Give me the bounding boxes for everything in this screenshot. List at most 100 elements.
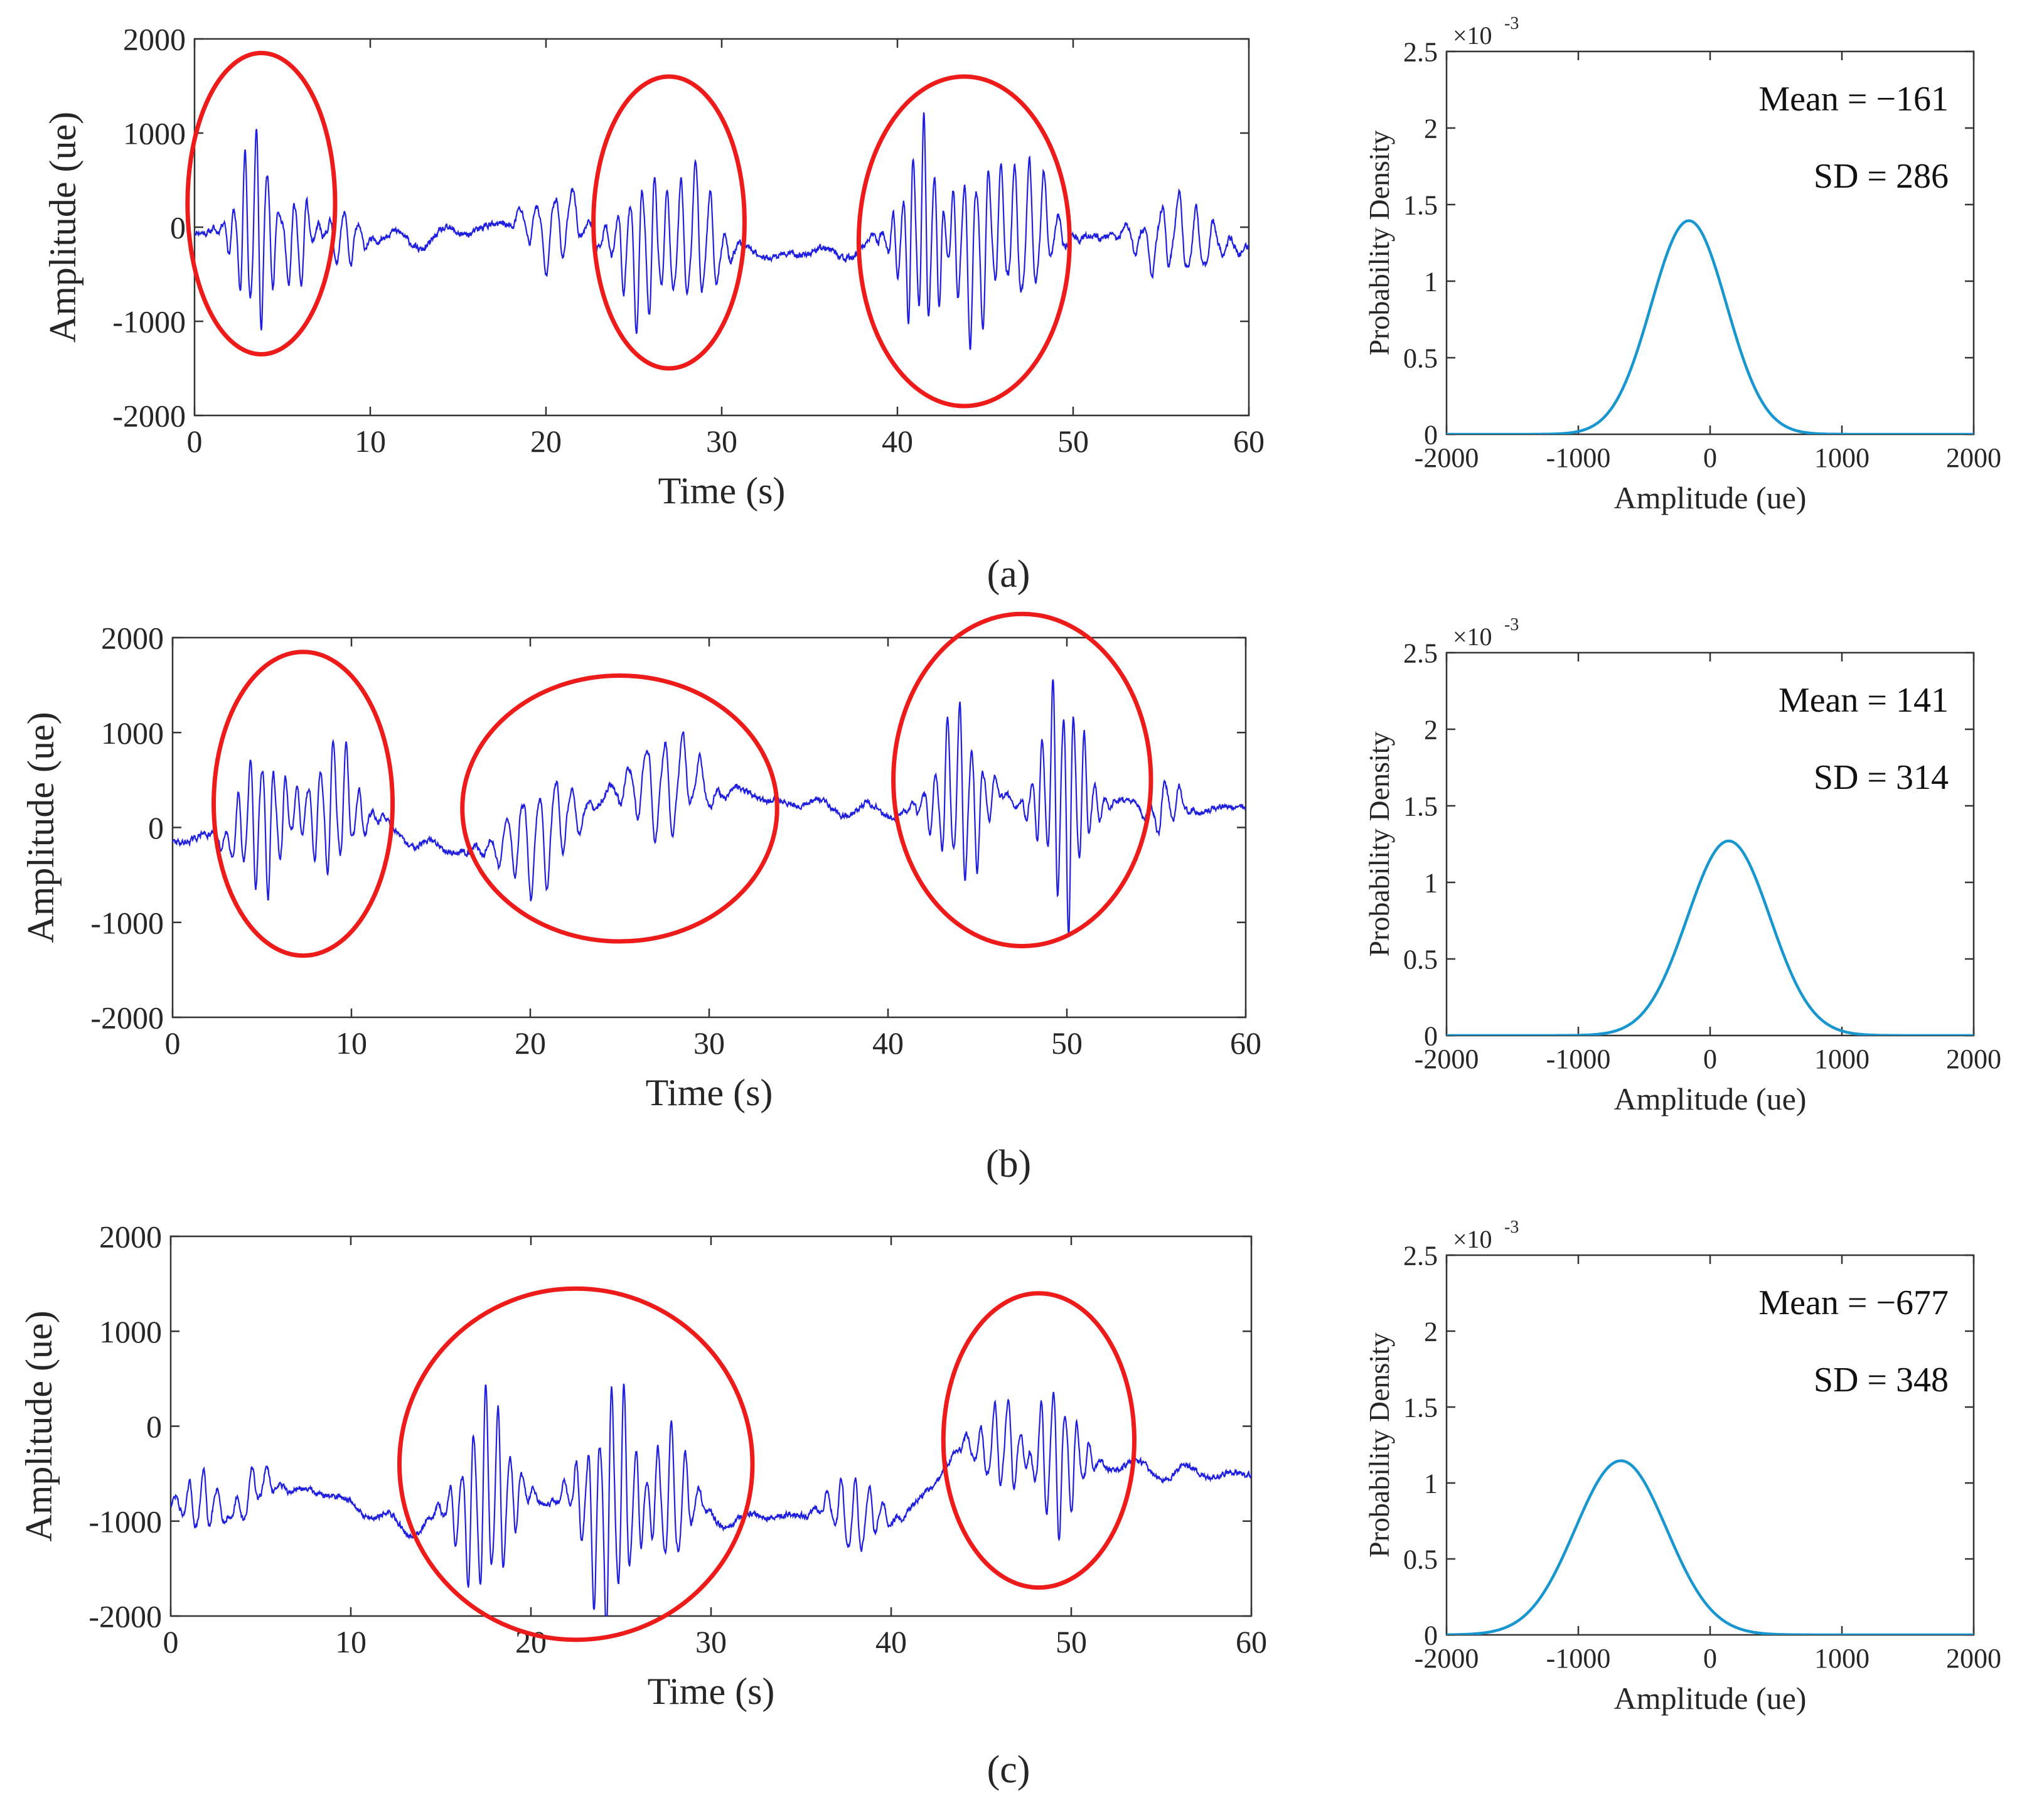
- x-tick-label: 1000: [1814, 442, 1870, 473]
- y-axis-label: Amplitude (ue): [18, 1310, 60, 1541]
- pdf-chart-a: -2000 -1000 0 1000 2000 0 0.5 1 1.5 2 2.5 Amplitude…: [1363, 14, 2001, 515]
- y-tick-label: -2000: [90, 1000, 164, 1036]
- x-axis-label: Amplitude (ue): [1614, 480, 1807, 515]
- x-tick-label: 0: [163, 1624, 179, 1659]
- x-tick-label: 10: [336, 1025, 367, 1061]
- x-tick-label: 0: [1703, 1044, 1717, 1074]
- y-tick-label: 2.5: [1403, 36, 1438, 67]
- y-tick-label: 1.5: [1403, 791, 1438, 822]
- y-tick-label: 0: [146, 1409, 162, 1444]
- y-axis-multiplier: ×10: [1453, 1225, 1492, 1253]
- pdf-curve: [1447, 839, 1974, 1036]
- pdf-curve: [1447, 219, 1974, 434]
- y-axis-label: Probability Density: [1363, 130, 1395, 355]
- x-tick-label: 2000: [1946, 442, 2001, 473]
- y-tick-label: 0.5: [1403, 1544, 1438, 1575]
- plot-frame: [169, 1235, 1253, 1617]
- y-tick-label: 2000: [99, 1219, 162, 1255]
- x-tick-label: -2000: [1415, 442, 1479, 473]
- sd-annotation: SD = 286: [1814, 157, 1949, 196]
- x-tick-label: 30: [706, 424, 737, 459]
- signal-line-strain: [171, 1383, 1251, 1616]
- y-axis-multiplier: ×10: [1453, 623, 1492, 651]
- y-axis-multiplier-exponent: -3: [1504, 615, 1519, 634]
- signal-line-strain: [195, 112, 1249, 350]
- pdf-chart-c: -2000 -1000 0 1000 2000 0 0.5 1 1.5 2 2.5 Amplitude…: [1363, 1218, 2001, 1716]
- highlight-ellipse-3: [856, 74, 1072, 409]
- y-tick-label: 1.5: [1403, 190, 1438, 220]
- mean-annotation: Mean = 141: [1779, 681, 1949, 720]
- y-tick-label: 2: [1424, 714, 1438, 745]
- x-tick-label: -1000: [1546, 1044, 1611, 1074]
- plot-frame: [1445, 1254, 1975, 1636]
- y-tick-label: -1000: [88, 1504, 162, 1539]
- pdf-chart-b: -2000 -1000 0 1000 2000 0 0.5 1 1.5 2 2.5 Amplitude…: [1363, 615, 2001, 1116]
- y-tick-label: 0.5: [1403, 944, 1438, 975]
- mean-annotation: Mean = −677: [1758, 1283, 1949, 1322]
- plot-frame: [1445, 651, 1975, 1037]
- x-tick-label: 50: [1057, 424, 1089, 459]
- y-tick-label: -2000: [112, 399, 186, 434]
- y-tick-label: -1000: [90, 905, 164, 940]
- sd-annotation: SD = 348: [1814, 1361, 1949, 1400]
- x-tick-label: 0: [1703, 1643, 1717, 1674]
- panel-label-b: (b): [986, 1143, 1031, 1186]
- sd-annotation: SD = 314: [1814, 758, 1949, 797]
- x-tick-label: 30: [695, 1624, 727, 1659]
- x-tick-label: 50: [1051, 1025, 1083, 1061]
- x-tick-label: 40: [875, 1624, 907, 1659]
- x-tick-label: 10: [335, 1624, 366, 1659]
- x-tick-label: -1000: [1546, 1643, 1611, 1674]
- y-tick-label: 2: [1424, 113, 1438, 144]
- y-axis-label: Probability Density: [1363, 731, 1395, 956]
- time-series-chart-b: 0 10 20 30 40 50 60 -2000 -1000 0 1000 2000 Time (s)…: [20, 611, 1261, 1113]
- plot-frame: [171, 636, 1247, 1019]
- highlight-ellipse-1: [185, 51, 338, 356]
- y-tick-label: 2.5: [1403, 638, 1438, 668]
- y-tick-label: 0: [170, 210, 186, 245]
- y-axis-multiplier-exponent: -3: [1504, 14, 1519, 33]
- x-tick-label: 0: [187, 424, 203, 459]
- x-tick-label: 60: [1230, 1025, 1261, 1061]
- x-tick-label: 0: [1703, 442, 1717, 473]
- highlight-ellipse-2: [591, 74, 747, 371]
- x-tick-label: 40: [872, 1025, 904, 1061]
- highlight-ellipse-1: [397, 1286, 755, 1642]
- plot-frame: [1445, 50, 1975, 436]
- x-tick-label: 20: [515, 1025, 546, 1061]
- panel-label-c: (c): [987, 1748, 1030, 1791]
- mean-annotation: Mean = −161: [1758, 80, 1949, 119]
- y-tick-label: 0: [148, 810, 164, 845]
- y-tick-label: 2.5: [1403, 1240, 1438, 1271]
- y-tick-label: 1: [1424, 867, 1438, 898]
- x-tick-label: -1000: [1546, 442, 1611, 473]
- y-tick-label: 1000: [101, 715, 164, 751]
- highlight-ellipse-2: [460, 673, 779, 944]
- x-tick-label: 20: [530, 424, 562, 459]
- y-tick-label: 2: [1424, 1316, 1438, 1347]
- x-axis-label: Time (s): [646, 1072, 773, 1113]
- y-tick-label: 1: [1424, 266, 1438, 297]
- pdf-curve: [1447, 1459, 1974, 1635]
- x-tick-label: 60: [1236, 1624, 1267, 1659]
- y-axis-multiplier: ×10: [1453, 21, 1492, 50]
- signal-line-strain: [173, 679, 1246, 936]
- x-tick-label: 10: [355, 424, 386, 459]
- x-axis-label: Time (s): [648, 1671, 775, 1712]
- x-tick-label: 2000: [1946, 1643, 2001, 1674]
- y-tick-label: 1000: [99, 1314, 162, 1349]
- y-axis-label: Probability Density: [1363, 1332, 1395, 1558]
- y-tick-label: 1.5: [1403, 1392, 1438, 1423]
- y-tick-label: 0: [1424, 1020, 1438, 1051]
- y-tick-label: 2000: [101, 621, 164, 656]
- plot-frame: [193, 38, 1250, 417]
- x-tick-label: 2000: [1946, 1044, 2001, 1074]
- y-axis-label: Amplitude (ue): [20, 712, 62, 943]
- x-tick-label: 1000: [1814, 1643, 1870, 1674]
- highlight-ellipse-1: [211, 650, 395, 958]
